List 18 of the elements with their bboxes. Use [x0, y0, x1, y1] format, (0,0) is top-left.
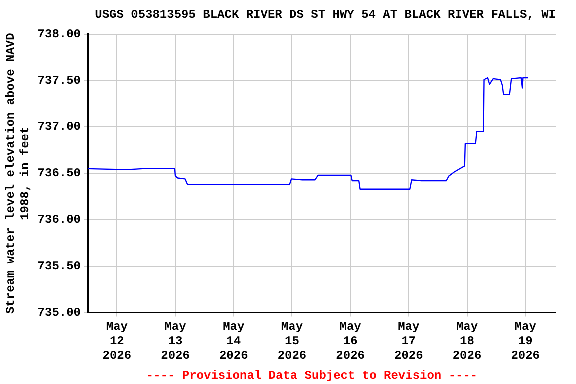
- chart-title: USGS 053813595 BLACK RIVER DS ST HWY 54 AT BLACK RIVER FALLS, WI: [95, 8, 556, 22]
- y-tick-label: 736.00: [38, 213, 82, 228]
- y-axis-title: Stream water level elevation above NAVD 1988, in feet: [4, 33, 33, 314]
- text: ---- Provisional Data Subject to Revision ----: [146, 369, 478, 384]
- y-tick-label: 738.00: [38, 27, 82, 42]
- x-tick-label: May 16 2026: [336, 320, 365, 363]
- y-tick-label: 735.00: [38, 306, 82, 320]
- y-tick-label: 736.50: [38, 166, 82, 181]
- y-tick-label: 737.50: [38, 74, 82, 88]
- x-tick-label: May 14 2026: [219, 320, 248, 363]
- y-tick-label: 735.50: [38, 259, 82, 274]
- x-tick-label: May 18 2026: [452, 320, 482, 363]
- x-tick-label: May 13 2026: [161, 320, 190, 363]
- x-tick-label: May 17 2026: [394, 320, 424, 363]
- y-tick-label: 737.00: [38, 120, 82, 134]
- x-tick-label: May 12 2026: [102, 320, 132, 363]
- x-tick-label: May 19 2026: [511, 320, 540, 363]
- x-tick-label: May 15 2026: [278, 320, 307, 363]
